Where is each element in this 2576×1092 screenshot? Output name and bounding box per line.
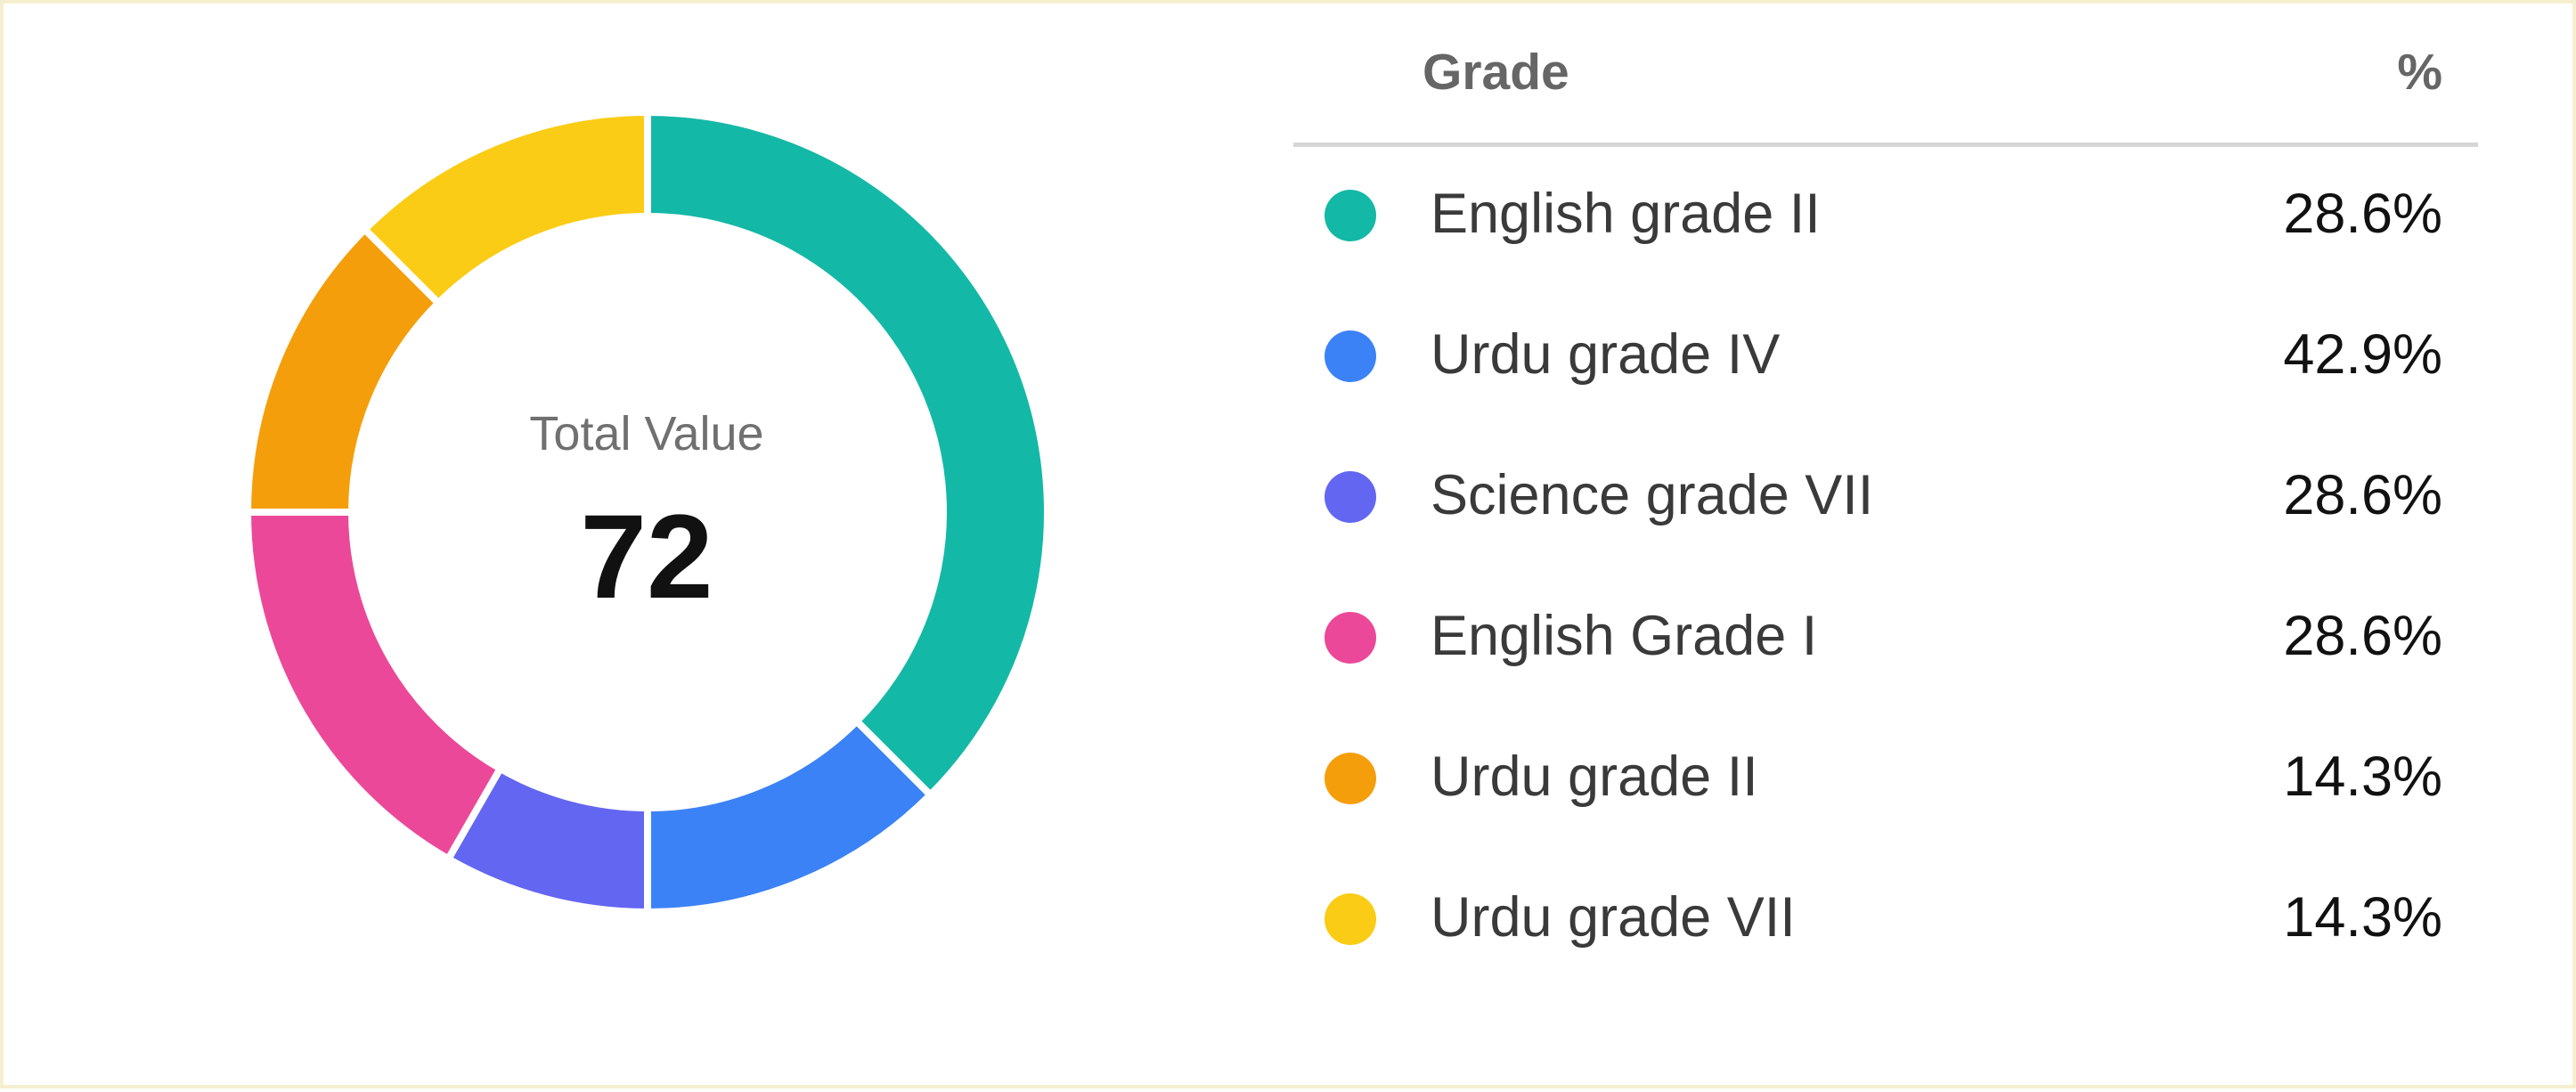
legend-item: Urdu grade II 14.3% [1293,738,2442,818]
legend-divider [1293,143,2478,147]
legend-item-percent: 42.9% [2283,323,2442,386]
legend-item: Urdu grade VII 14.3% [1293,878,2442,958]
donut-slice[interactable] [644,108,1051,801]
legend-item-label: Urdu grade II [1431,746,1758,808]
donut-chart [243,108,1051,917]
legend-item: Urdu grade IV 42.9% [1293,315,2442,395]
legend-swatch [1325,471,1376,523]
legend-item-percent: 14.3% [2283,746,2442,808]
center-label: Total Value [529,407,764,460]
legend-item-label: English grade II [1431,183,1821,245]
legend-item: English Grade I 28.6% [1293,597,2442,677]
legend-item-percent: 28.6% [2283,183,2442,245]
legend-table: Grade % English grade II 28.6% Urdu grade … [1293,4,2478,1092]
legend-swatch [1325,190,1376,241]
legend-item-percent: 28.6% [2283,464,2442,526]
legend-item-percent: 28.6% [2283,605,2442,667]
legend-swatch [1325,330,1376,382]
center-total-value: 72 [580,491,713,623]
legend-item-label: Urdu grade IV [1431,323,1781,386]
donut-slice[interactable] [644,716,936,917]
legend-swatch [1325,753,1376,804]
legend-header-grade: Grade [1423,44,1569,101]
legend-item-percent: 14.3% [2283,886,2442,949]
legend-item: Science grade VII 28.6% [1293,456,2442,536]
legend-header-percent: % [2397,44,2442,101]
legend-header: Grade % [1293,43,2442,105]
donut-slice[interactable] [243,509,506,864]
legend-item-label: English Grade I [1431,605,1818,667]
legend-item-label: Science grade VII [1431,464,1874,526]
legend-item-label: Urdu grade VII [1431,886,1796,949]
legend-swatch [1325,612,1376,664]
legend-swatch [1325,893,1376,945]
legend-item: English grade II 28.6% [1293,175,2442,255]
donut-slice[interactable] [359,108,651,308]
